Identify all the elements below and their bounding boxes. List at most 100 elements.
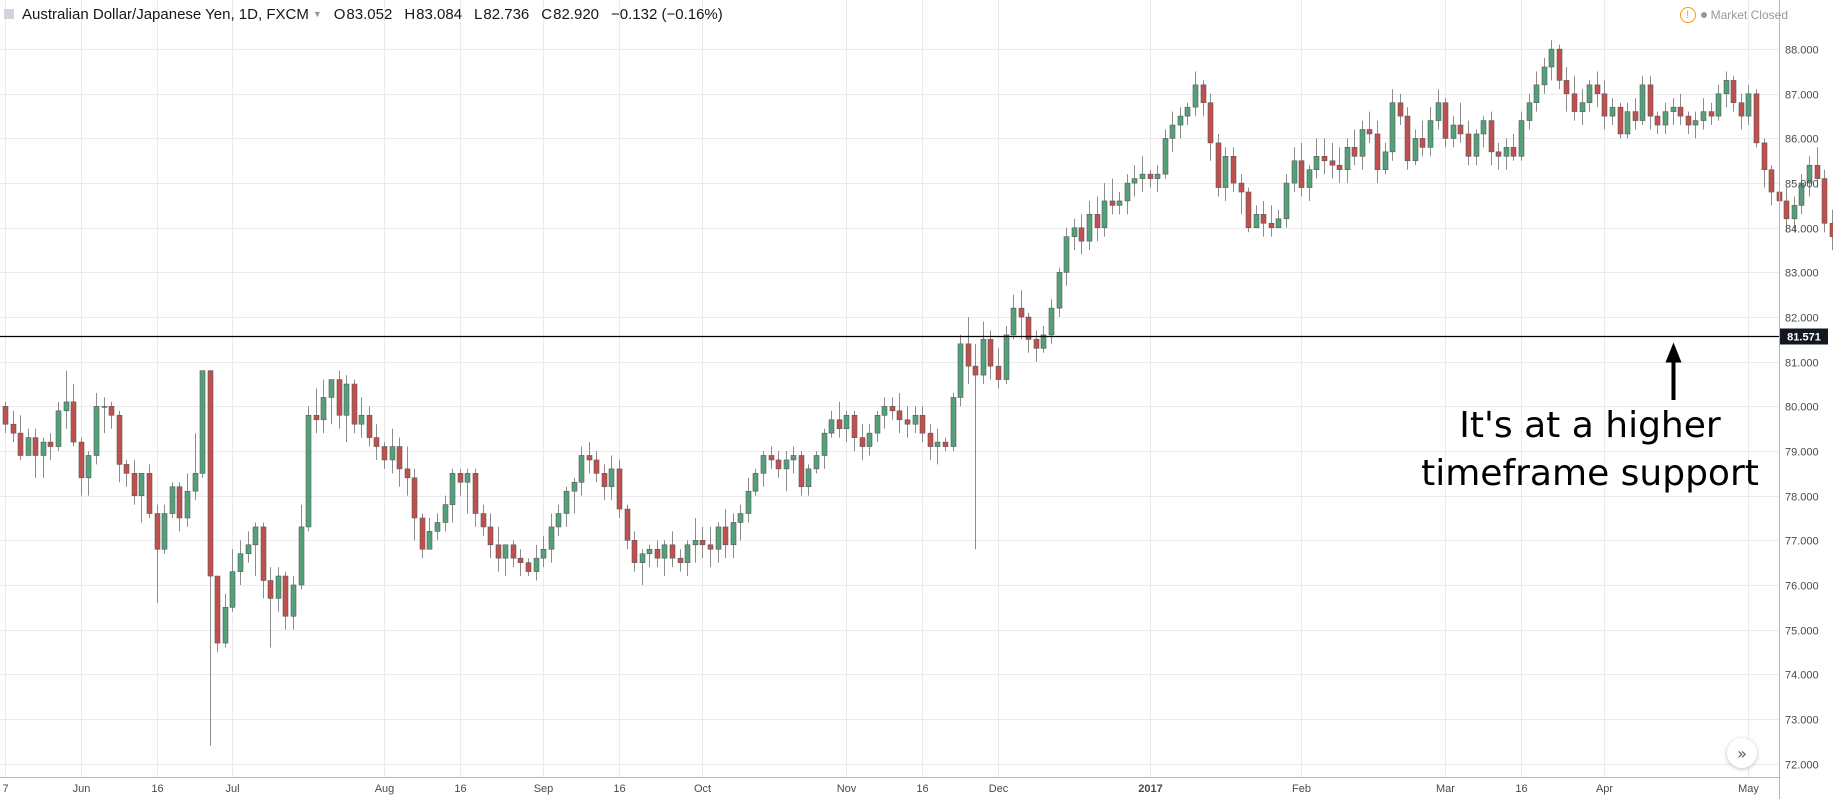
candle-body-down bbox=[1321, 155, 1328, 162]
candle-body-up bbox=[692, 540, 699, 546]
candle-body-up bbox=[55, 410, 62, 447]
candle-body-down bbox=[495, 544, 502, 559]
price-tick-label: 81.000 bbox=[1785, 358, 1819, 370]
candle-body-up bbox=[320, 397, 327, 421]
candle-body-down bbox=[1018, 307, 1025, 318]
candle-body-down bbox=[1329, 160, 1336, 166]
time-tick-label: 16 bbox=[916, 783, 928, 795]
candle-body-down bbox=[768, 455, 775, 461]
candle-body-down bbox=[32, 437, 39, 456]
candle-body-up bbox=[1131, 178, 1138, 184]
candle-body-up bbox=[298, 526, 305, 586]
candle-body-up bbox=[1177, 115, 1184, 126]
candle-body-down bbox=[942, 441, 949, 447]
candle-body-up bbox=[1533, 84, 1540, 104]
time-axis[interactable]: 7 Jun 16 Jul Aug 16 Sep 16 Oct Nov 16 Dec 2017 Feb Mar… bbox=[0, 777, 1779, 796]
candle-body-up bbox=[1169, 124, 1176, 139]
time-tick-label: 16 bbox=[613, 783, 625, 795]
candle-body-up bbox=[426, 531, 433, 550]
candle-body-down bbox=[2, 406, 9, 425]
candle-body-up bbox=[1313, 155, 1320, 170]
time-tick-label: May bbox=[1738, 783, 1759, 795]
candle-body-down bbox=[214, 575, 221, 644]
candle-body-down bbox=[1510, 147, 1517, 157]
candle-body-down bbox=[995, 365, 1002, 380]
candle-body-up bbox=[328, 379, 335, 398]
candle-body-up bbox=[1518, 120, 1525, 157]
candle-body-down bbox=[1268, 222, 1275, 229]
candle-body-up bbox=[343, 383, 350, 416]
candle-body-up bbox=[161, 513, 168, 550]
candle-body-up bbox=[1306, 169, 1313, 188]
candle-body-up bbox=[1427, 120, 1434, 148]
candle-body-up bbox=[358, 414, 365, 425]
candle-body-up bbox=[1063, 236, 1070, 273]
candle-body-down bbox=[1457, 124, 1464, 135]
market-status[interactable]: ! Market Closed bbox=[1679, 5, 1788, 25]
candle-body-up bbox=[1791, 205, 1798, 220]
candle-body-down bbox=[707, 544, 714, 550]
candle-body-up bbox=[1162, 138, 1169, 175]
candle-body-down bbox=[904, 419, 911, 425]
candle-body-down bbox=[859, 437, 866, 447]
price-tick-label: 84.000 bbox=[1785, 224, 1819, 236]
price-tick-label: 79.000 bbox=[1785, 447, 1819, 459]
candle-body-up bbox=[730, 522, 737, 546]
candle-body-down bbox=[267, 580, 274, 599]
legend-header: Australian Dollar/Japanese Yen, 1D, FXCM… bbox=[0, 2, 723, 26]
symbol-title[interactable]: Australian Dollar/Japanese Yen, 1D, FXCM bbox=[22, 5, 309, 23]
candle-body-up bbox=[1639, 84, 1646, 121]
high-value: 83.084 bbox=[416, 5, 463, 23]
candle-body-up bbox=[950, 397, 957, 447]
candle-body-up bbox=[169, 486, 176, 514]
candle-body-up bbox=[63, 401, 70, 412]
candle-body-down bbox=[601, 473, 608, 488]
candle-body-up bbox=[1579, 102, 1586, 112]
candle-body-up bbox=[571, 481, 578, 492]
price-axis[interactable]: 72.000 73.000 74.000 75.000 76.000 77.000 78.0… bbox=[1779, 0, 1819, 799]
candle-body-up bbox=[1048, 307, 1055, 336]
candle-body-down bbox=[1147, 173, 1154, 179]
candle-body-up bbox=[25, 437, 32, 456]
candle-body-down bbox=[510, 544, 517, 559]
candle-body-down bbox=[836, 419, 843, 429]
candle-body-down bbox=[987, 339, 994, 367]
close-value: 82.920 bbox=[553, 5, 600, 23]
candle-body-up bbox=[1116, 200, 1123, 206]
candle-body-up bbox=[1715, 93, 1722, 117]
candle-body-up bbox=[1670, 106, 1677, 112]
candle-body-down bbox=[1200, 84, 1207, 104]
candle-body-down bbox=[593, 459, 600, 474]
candle-body-up bbox=[138, 473, 145, 496]
scroll-to-realtime-button[interactable]: » bbox=[1727, 738, 1757, 768]
candle-body-down bbox=[10, 423, 17, 434]
candle-body-up bbox=[874, 414, 881, 434]
price-tick-label: 74.000 bbox=[1785, 670, 1819, 682]
candle-body-down bbox=[116, 414, 123, 465]
candle-body-down bbox=[896, 410, 903, 421]
candle-body-up bbox=[1526, 102, 1533, 121]
candle-body-up bbox=[199, 370, 206, 474]
candle-body-down bbox=[108, 406, 115, 416]
candle-body-up bbox=[245, 544, 252, 555]
candle-body-down bbox=[1495, 151, 1502, 157]
candle-body-down bbox=[669, 544, 676, 559]
candle-body-down bbox=[1442, 102, 1449, 139]
candle-body-up bbox=[821, 432, 828, 456]
candle-body-down bbox=[927, 432, 934, 447]
candle-body-up bbox=[93, 406, 100, 456]
candle-body-up bbox=[237, 553, 244, 572]
candlestick-series bbox=[2, 40, 1833, 746]
candle-body-down bbox=[1821, 178, 1828, 224]
candle-body-up bbox=[563, 490, 570, 514]
candle-body-down bbox=[1768, 169, 1775, 193]
candle-body-down bbox=[1685, 115, 1692, 126]
candle-body-up bbox=[1040, 334, 1047, 349]
candle-body-down bbox=[677, 557, 684, 563]
candle-body-up bbox=[1435, 102, 1442, 121]
candle-body-down bbox=[1094, 214, 1101, 229]
close-key: C bbox=[541, 5, 553, 23]
candle-body-up bbox=[101, 406, 108, 408]
caret-down-icon[interactable]: ▼ bbox=[312, 9, 322, 19]
